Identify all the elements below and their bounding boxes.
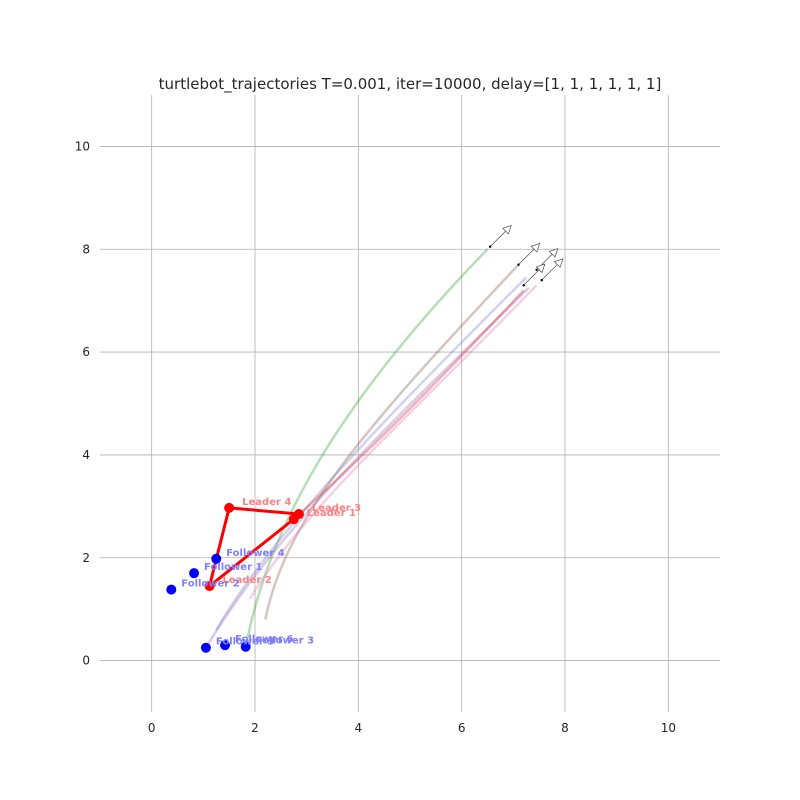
trajectories (204, 248, 538, 649)
heading-arrow (540, 258, 564, 282)
leader-label: Leader 2 (223, 575, 272, 586)
trajectory-line (264, 263, 520, 620)
follower-label: Follower 1 (204, 562, 262, 573)
follower-marker (200, 642, 211, 653)
follower-marker (211, 553, 222, 564)
x-tick-label: 4 (355, 721, 363, 735)
arrow-origin (535, 268, 538, 272)
robot-labels: Leader 1 Leader 2 Leader 3 Leader 4 Follower… (181, 497, 361, 648)
follower-marker (220, 640, 231, 651)
follower-label: Follower 4 (226, 548, 284, 559)
y-tick-label: 8 (82, 242, 90, 256)
y-tick-label: 6 (82, 345, 90, 359)
y-tick-label: 0 (82, 654, 90, 668)
arrow-shape (523, 263, 546, 286)
arrow-origin (488, 245, 492, 248)
trajectory-line (292, 289, 525, 521)
leader-marker (293, 509, 304, 520)
leader-label: Leader 1 (307, 508, 356, 519)
arrow-shape (489, 224, 512, 247)
y-tick-label: 10 (75, 139, 90, 153)
leader-marker (224, 502, 235, 513)
trajectory-line (204, 286, 530, 649)
trajectory-line (244, 248, 489, 647)
follower-marker (240, 641, 251, 652)
arrow-shape (541, 258, 564, 281)
leader-label: Leader 4 (242, 497, 291, 508)
x-tick-label: 2 (251, 721, 259, 735)
y-tick-label: 4 (82, 448, 90, 462)
x-tick-label: 10 (661, 721, 676, 735)
leader-marker (204, 581, 215, 592)
robot-markers (166, 502, 304, 653)
follower-marker (166, 584, 177, 595)
arrow-shape (518, 242, 541, 265)
follower-label: Follower 3 (256, 636, 314, 647)
heading-arrows (488, 224, 564, 287)
arrow-origin (522, 284, 525, 287)
follower-label: Follower 2 (181, 579, 239, 590)
leader-label: Leader 3 (312, 503, 361, 514)
heading-arrow (517, 242, 541, 266)
x-tick-label: 6 (458, 721, 466, 735)
heading-arrow (522, 263, 546, 287)
arrow-origin (540, 278, 543, 282)
trajectory-line (215, 276, 528, 631)
arrow-origin (517, 263, 520, 266)
grid (100, 95, 720, 712)
follower-label: Follower 5 (216, 637, 274, 648)
heading-arrow (488, 224, 512, 248)
follower-label: Follower 6 (235, 634, 293, 645)
trajectory-line (248, 284, 538, 600)
x-tick-label: 0 (148, 721, 156, 735)
y-tick-label: 2 (82, 551, 90, 565)
axis-ticks: 0 2 4 6 8 10 0 2 4 6 8 10 (75, 139, 676, 735)
follower-marker (189, 568, 200, 579)
chart-title: turtlebot_trajectories T=0.001, iter=100… (159, 75, 662, 94)
x-tick-label: 8 (561, 721, 569, 735)
